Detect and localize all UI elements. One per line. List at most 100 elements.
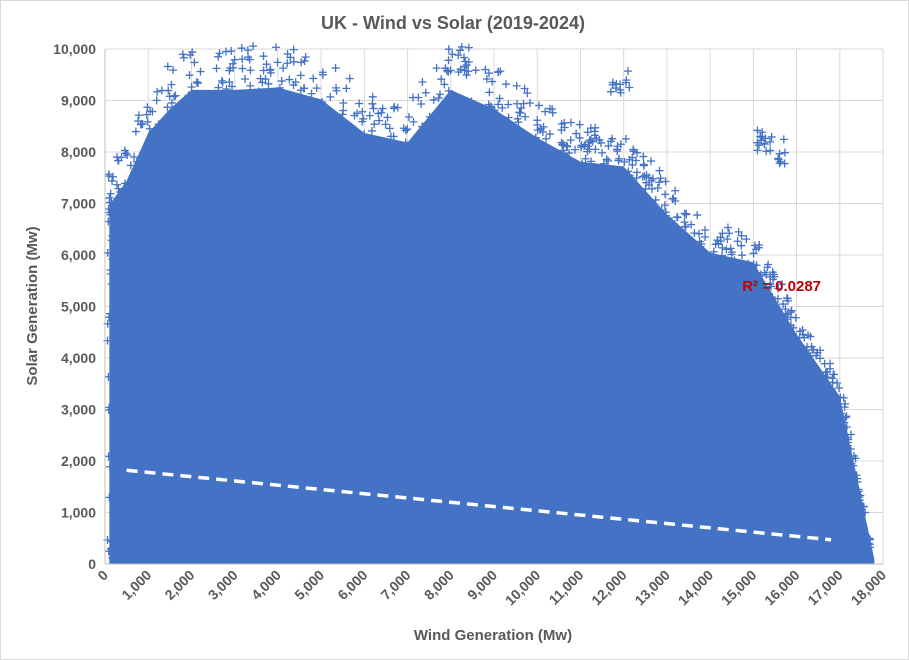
scatter-point-972 [106, 269, 115, 278]
scatter-point-742 [504, 100, 513, 109]
scatter-point-683 [289, 57, 298, 66]
scatter-point-663 [470, 130, 479, 139]
scatter-point-787 [723, 267, 732, 276]
scatter-point-271 [231, 104, 240, 113]
x-tick-label: 2,000 [161, 567, 197, 603]
scatter-point-36 [673, 223, 682, 232]
scatter-point-645 [638, 203, 647, 212]
scatter-point-1006 [108, 554, 117, 563]
scatter-point-807 [685, 243, 694, 252]
scatter-point-349 [647, 184, 656, 193]
scatter-point-255 [419, 162, 428, 171]
scatter-point-826 [476, 115, 485, 124]
scatter-point-39 [481, 154, 490, 163]
x-tick-label: 0 [94, 567, 111, 584]
scatter-point-610 [411, 143, 420, 152]
scatter-point-698 [725, 229, 734, 238]
scatter-point-371 [418, 122, 427, 131]
scatter-point-733 [401, 138, 410, 147]
scatter-point-982 [112, 180, 121, 189]
scatter-point-966 [104, 372, 113, 381]
scatter-point-720 [769, 313, 778, 322]
scatter-point-654 [722, 245, 731, 254]
scatter-point-719 [514, 118, 523, 127]
scatter-point-488 [713, 236, 722, 245]
scatter-point-293 [545, 130, 554, 139]
scatter-point-380 [307, 89, 316, 98]
scatter-point-267 [608, 205, 617, 214]
scatter-point-834 [591, 123, 600, 132]
scatter-point-890 [180, 101, 189, 110]
scatter-point-884 [826, 359, 835, 368]
scatter-point-591 [409, 148, 418, 157]
scatter-point-458 [830, 370, 839, 379]
scatter-point-559 [496, 133, 505, 142]
scatter-point-217 [172, 125, 181, 134]
scatter-point-847 [393, 176, 402, 185]
scatter-point-758 [331, 64, 340, 73]
scatter-point-1005 [107, 279, 116, 288]
scatter-point-604 [387, 143, 396, 152]
scatter-point-772 [642, 178, 651, 187]
scatter-point-643 [786, 308, 795, 317]
scatter-point-137 [660, 201, 669, 210]
scatter-point-395 [298, 95, 307, 104]
scatter-point-879 [502, 80, 511, 89]
scatter-point-681 [338, 110, 347, 119]
scatter-point-635 [425, 112, 434, 121]
scatter-point-984 [113, 437, 122, 446]
scatter-point-985 [115, 452, 124, 461]
scatter-point-970 [112, 422, 121, 431]
scatter-point-935 [753, 146, 762, 155]
scatter-point-172 [223, 136, 232, 145]
scatter-point-515 [350, 111, 359, 120]
scatter-point-699 [434, 94, 443, 103]
scatter-point-449 [332, 83, 341, 92]
scatter-point-492 [749, 249, 758, 258]
x-tick-label: 3,000 [205, 567, 241, 603]
scatter-point-842 [169, 107, 178, 116]
scatter-point-487 [264, 79, 273, 88]
scatter-point-655 [614, 156, 623, 165]
scatter-point-595 [348, 145, 357, 154]
scatter-point-464 [262, 128, 271, 137]
scatter-point-546 [446, 109, 455, 118]
scatter-point-1002 [106, 189, 115, 198]
scatter-point-617 [581, 154, 590, 163]
scatter-point-439 [716, 237, 725, 246]
scatter-point-868 [700, 264, 709, 273]
scatter-point-915 [623, 67, 632, 76]
scatter-point-936 [780, 148, 789, 157]
scatter-point-456 [185, 71, 194, 80]
scatter-point-745 [293, 121, 302, 130]
scatter-point-753 [489, 120, 498, 129]
scatter-point-386 [536, 185, 545, 194]
scatter-point-671 [839, 393, 848, 402]
scatter-point-897 [542, 134, 551, 143]
scatter-point-845 [313, 109, 322, 118]
scatter-point-952 [104, 452, 113, 461]
scatter-point-603 [232, 134, 241, 143]
scatter-point-823 [494, 100, 503, 109]
scatter-point-363 [180, 141, 189, 150]
scatter-point-896 [629, 191, 638, 200]
scatter-point-238 [653, 183, 662, 192]
scatter-point-529 [248, 89, 257, 98]
x-tick-label: 5,000 [291, 567, 327, 603]
scatter-point-87 [718, 243, 727, 252]
scatter-point-662 [575, 133, 584, 142]
scatter-point-646 [587, 136, 596, 145]
scatter-point-148 [297, 58, 306, 67]
scatter-point-923 [616, 80, 625, 89]
scatter-point-1003 [115, 309, 124, 318]
scatter-point-385 [559, 149, 568, 158]
scatter-point-440 [126, 161, 135, 170]
scatter-point-755 [490, 157, 499, 166]
scatter-point-169 [196, 107, 205, 116]
scatter-point-578 [695, 244, 704, 253]
scatter-point-991 [111, 301, 120, 310]
scatter-point-471 [703, 271, 712, 280]
scatter-point-630 [393, 103, 402, 112]
scatter-point-612 [511, 152, 520, 161]
